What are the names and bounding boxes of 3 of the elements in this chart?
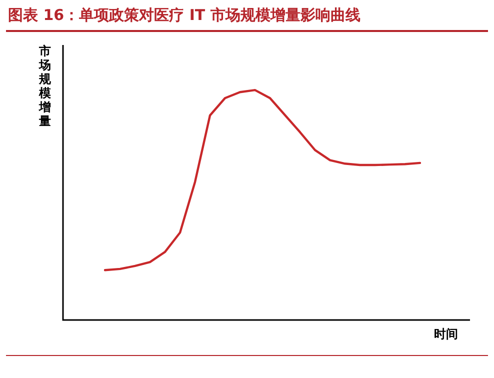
y-axis-title: 市场规模增量: [38, 44, 52, 128]
x-axis-title: 时间: [434, 326, 458, 343]
chart-title: 图表 16：单项政策对医疗 IT 市场规模增量影响曲线: [8, 6, 360, 25]
